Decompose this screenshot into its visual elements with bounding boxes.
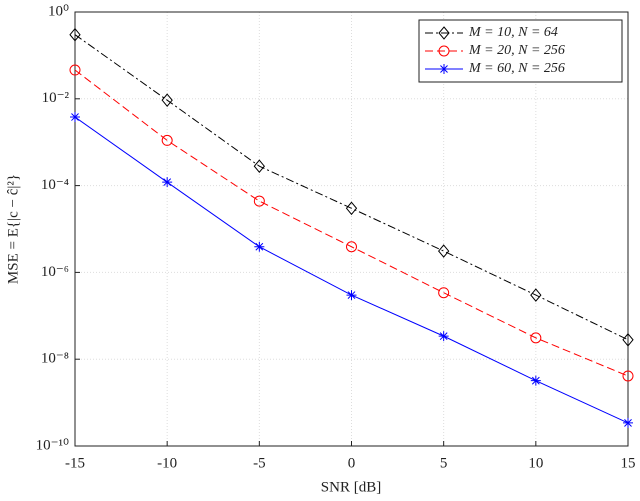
legend-label: M = 60, N = 256 <box>468 61 565 76</box>
marker <box>69 27 81 42</box>
marker <box>253 195 265 207</box>
marker <box>623 417 633 428</box>
series-line <box>74 34 629 341</box>
marker <box>438 244 450 258</box>
x-tick-label: 15 <box>621 455 636 471</box>
marker <box>161 93 173 107</box>
x-tick-label: 10 <box>528 455 543 471</box>
marker <box>162 177 173 188</box>
marker <box>438 287 450 299</box>
marker <box>438 331 449 342</box>
legend-label: M = 20, N = 256 <box>468 43 565 58</box>
y-tick-label: 10⁻⁸ <box>41 351 69 367</box>
marker <box>254 241 265 252</box>
marker <box>530 332 542 344</box>
marker <box>69 64 81 76</box>
x-tick-label: -10 <box>157 455 177 471</box>
marker <box>346 241 357 253</box>
marker <box>253 159 265 173</box>
x-tick-label: -5 <box>253 455 266 471</box>
marker <box>530 375 541 386</box>
x-axis-label: SNR [dB] <box>321 479 381 495</box>
x-tick-label: 5 <box>440 455 448 471</box>
marker <box>438 45 450 57</box>
x-tick-label: 0 <box>348 455 356 471</box>
series-line <box>74 69 629 377</box>
marker <box>622 333 634 347</box>
y-tick-label: 10⁻⁶ <box>41 264 69 280</box>
y-tick-label: 10⁻⁴ <box>41 177 69 193</box>
marker <box>161 134 173 146</box>
marker <box>622 370 634 382</box>
legend-label: M = 10, N = 64 <box>468 25 558 40</box>
y-tick-label: 10⁻² <box>42 90 70 106</box>
marker <box>530 288 542 302</box>
marker <box>438 26 450 40</box>
axes-frame <box>74 11 629 447</box>
marker <box>346 290 357 301</box>
x-tick-label: -15 <box>65 455 85 471</box>
y-tick-label: 10⁻¹⁰ <box>36 437 69 453</box>
marker <box>70 112 80 123</box>
y-tick-label: 10⁰ <box>48 3 69 19</box>
y-axis-label: MSE = E{|c − ĉ|²} <box>5 174 21 284</box>
marker <box>345 201 358 216</box>
marker <box>439 64 449 74</box>
